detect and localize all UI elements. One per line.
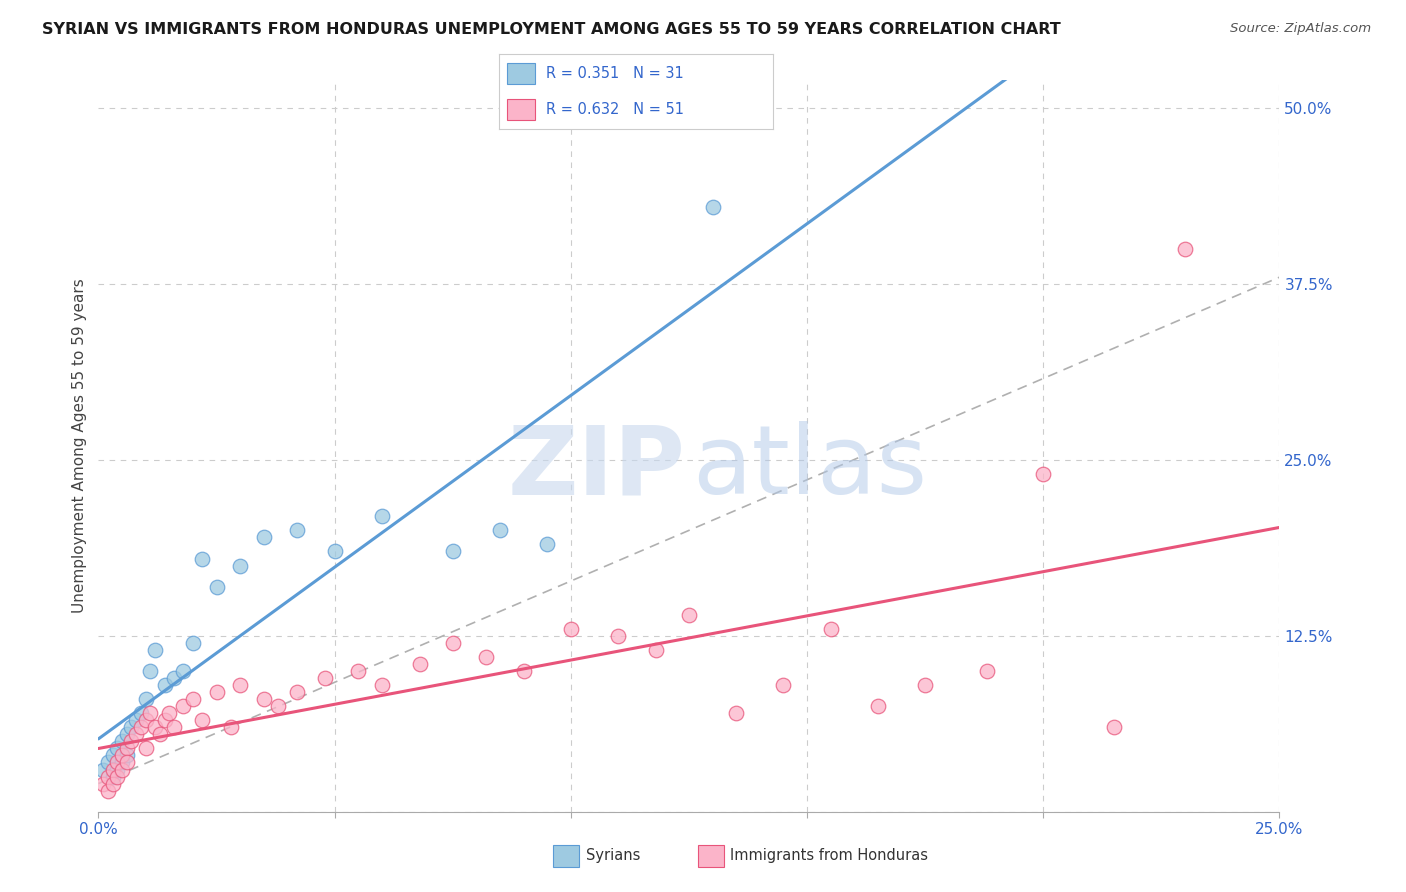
Point — [153, 678, 176, 692]
Point — [121, 720, 143, 734]
Point — [191, 714, 214, 728]
Point — [441, 544, 464, 558]
Point — [267, 699, 290, 714]
Point — [143, 643, 166, 657]
Point — [149, 727, 172, 741]
Point — [97, 770, 120, 784]
Point — [181, 636, 204, 650]
Point — [323, 544, 346, 558]
Point — [115, 748, 138, 763]
Point — [725, 706, 748, 721]
Point — [772, 678, 794, 692]
Point — [91, 763, 114, 777]
Point — [489, 524, 512, 538]
Point — [101, 776, 124, 790]
Point — [229, 678, 252, 692]
Point — [139, 664, 162, 678]
Point — [97, 756, 120, 770]
Point — [163, 671, 186, 685]
Point — [347, 664, 370, 678]
Point — [408, 657, 430, 671]
Point — [536, 537, 558, 551]
Point — [253, 692, 276, 706]
Point — [475, 650, 498, 665]
Point — [105, 756, 128, 770]
Point — [129, 720, 152, 734]
Point — [314, 671, 336, 685]
Text: atlas: atlas — [693, 421, 928, 515]
Point — [111, 756, 134, 770]
Point — [371, 509, 394, 524]
Point — [219, 720, 242, 734]
Point — [163, 720, 186, 734]
Point — [143, 720, 166, 734]
Point — [441, 636, 464, 650]
Bar — [553, 845, 579, 867]
Text: Immigrants from Honduras: Immigrants from Honduras — [730, 848, 928, 863]
Point — [172, 664, 194, 678]
Point — [285, 524, 308, 538]
Point — [115, 756, 138, 770]
Text: R = 0.632   N = 51: R = 0.632 N = 51 — [546, 102, 683, 117]
Point — [101, 763, 124, 777]
Point — [125, 727, 148, 741]
Text: SYRIAN VS IMMIGRANTS FROM HONDURAS UNEMPLOYMENT AMONG AGES 55 TO 59 YEARS CORREL: SYRIAN VS IMMIGRANTS FROM HONDURAS UNEMP… — [42, 22, 1062, 37]
Point — [229, 558, 252, 573]
Point — [101, 748, 124, 763]
Point — [191, 551, 214, 566]
Point — [678, 607, 700, 622]
Point — [101, 770, 124, 784]
Point — [139, 706, 162, 721]
Point — [125, 714, 148, 728]
Point — [644, 643, 666, 657]
Point — [976, 664, 998, 678]
Text: Source: ZipAtlas.com: Source: ZipAtlas.com — [1230, 22, 1371, 36]
Point — [172, 699, 194, 714]
Point — [153, 714, 176, 728]
Point — [91, 776, 114, 790]
Point — [702, 200, 724, 214]
Point — [115, 741, 138, 756]
Y-axis label: Unemployment Among Ages 55 to 59 years: Unemployment Among Ages 55 to 59 years — [72, 278, 87, 614]
Point — [111, 734, 134, 748]
Point — [135, 692, 157, 706]
Point — [1174, 242, 1197, 256]
Point — [205, 580, 228, 594]
Point — [560, 622, 582, 636]
Point — [181, 692, 204, 706]
Point — [285, 685, 308, 699]
Point — [1032, 467, 1054, 482]
Point — [111, 763, 134, 777]
Point — [371, 678, 394, 692]
Point — [105, 770, 128, 784]
Text: R = 0.351   N = 31: R = 0.351 N = 31 — [546, 66, 683, 81]
Point — [105, 741, 128, 756]
Point — [607, 629, 630, 643]
Text: Syrians: Syrians — [586, 848, 641, 863]
Point — [121, 734, 143, 748]
Point — [115, 727, 138, 741]
Point — [135, 714, 157, 728]
Point — [157, 706, 180, 721]
Point — [205, 685, 228, 699]
Text: ZIP: ZIP — [508, 421, 685, 515]
Point — [105, 763, 128, 777]
Point — [129, 706, 152, 721]
Point — [866, 699, 889, 714]
Point — [111, 748, 134, 763]
Point — [914, 678, 936, 692]
Point — [820, 622, 842, 636]
Point — [135, 741, 157, 756]
Bar — [699, 845, 724, 867]
Point — [253, 530, 276, 544]
Point — [512, 664, 534, 678]
Point — [1102, 720, 1125, 734]
Bar — [508, 99, 534, 120]
Bar — [508, 62, 534, 84]
Point — [97, 783, 120, 797]
